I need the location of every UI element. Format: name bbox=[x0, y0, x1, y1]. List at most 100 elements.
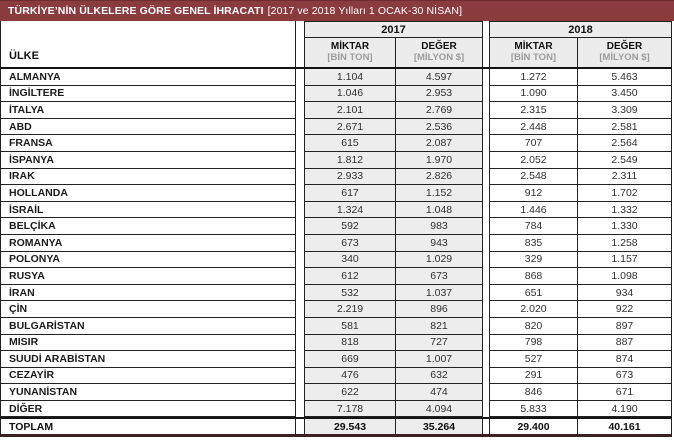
value-2018-miktar: 2.052 bbox=[489, 151, 578, 169]
value-2018-deger: 2.311 bbox=[578, 168, 672, 186]
value-2017-deger: 35.264 bbox=[396, 417, 483, 438]
gutter bbox=[483, 234, 489, 252]
value-2017-miktar: 612 bbox=[304, 268, 396, 285]
country-cell: İTALYA bbox=[0, 102, 296, 119]
value-2017-miktar: 673 bbox=[304, 234, 396, 252]
gutter bbox=[483, 135, 489, 152]
country-cell: İSPANYA bbox=[0, 151, 296, 169]
column-header-2018-deger: DEĞER [MİLYON $] bbox=[578, 38, 672, 69]
value-2017-deger: 2.536 bbox=[396, 118, 483, 136]
gutter bbox=[483, 367, 489, 385]
gutter bbox=[483, 317, 489, 335]
value-2018-deger: 673 bbox=[578, 367, 672, 385]
value-2018-miktar: 1.090 bbox=[489, 85, 578, 103]
column-header-label: DEĞER bbox=[421, 41, 457, 53]
column-header-country: ÜLKE bbox=[0, 21, 296, 69]
gutter bbox=[483, 384, 489, 401]
gutter bbox=[296, 384, 304, 401]
value-2017-miktar: 29.543 bbox=[304, 417, 396, 438]
gutter bbox=[296, 251, 304, 269]
value-2017-deger: 2.087 bbox=[396, 135, 483, 152]
gutter bbox=[296, 367, 304, 385]
gutter bbox=[483, 201, 489, 219]
value-2018-miktar: 707 bbox=[489, 135, 578, 152]
gutter bbox=[296, 301, 304, 318]
gutter bbox=[483, 218, 489, 235]
value-2018-miktar: 291 bbox=[489, 367, 578, 385]
value-2018-miktar: 798 bbox=[489, 334, 578, 352]
country-cell: ROMANYA bbox=[0, 234, 296, 252]
gutter bbox=[296, 284, 304, 302]
value-2017-deger: 2.769 bbox=[396, 102, 483, 119]
value-2017-deger: 821 bbox=[396, 317, 483, 335]
gutter bbox=[483, 118, 489, 136]
value-2018-deger: 2.581 bbox=[578, 118, 672, 136]
value-2018-miktar: 329 bbox=[489, 251, 578, 269]
value-2018-miktar: 1.446 bbox=[489, 201, 578, 219]
column-group-2018: 2018 bbox=[489, 21, 672, 38]
gutter bbox=[483, 268, 489, 285]
column-header-label: MİKTAR bbox=[514, 41, 553, 53]
gutter bbox=[483, 284, 489, 302]
value-2018-miktar: 912 bbox=[489, 185, 578, 202]
value-2018-deger: 1.332 bbox=[578, 201, 672, 219]
value-2017-miktar: 2.933 bbox=[304, 168, 396, 186]
column-header-label: DEĞER bbox=[606, 41, 643, 53]
value-2017-miktar: 476 bbox=[304, 367, 396, 385]
value-2018-deger: 2.549 bbox=[578, 151, 672, 169]
gutter bbox=[296, 351, 304, 368]
column-header-2017-deger: DEĞER [MİLYON $] bbox=[396, 38, 483, 69]
column-group-2017: 2017 bbox=[304, 21, 483, 38]
value-2017-deger: 474 bbox=[396, 384, 483, 401]
value-2017-deger: 2.826 bbox=[396, 168, 483, 186]
country-cell: SUUDİ ARABİSTAN bbox=[0, 351, 296, 368]
gutter bbox=[296, 69, 304, 86]
country-cell: IRAK bbox=[0, 168, 296, 186]
value-2017-miktar: 7.178 bbox=[304, 400, 396, 418]
value-2017-deger: 673 bbox=[396, 268, 483, 285]
value-2017-miktar: 1.324 bbox=[304, 201, 396, 219]
value-2018-deger: 2.564 bbox=[578, 135, 672, 152]
country-cell: BELÇİKA bbox=[0, 218, 296, 235]
value-2018-miktar: 5.833 bbox=[489, 400, 578, 418]
gutter bbox=[483, 417, 489, 438]
gutter bbox=[296, 135, 304, 152]
gutter bbox=[296, 400, 304, 418]
gutter bbox=[296, 118, 304, 136]
gutter bbox=[483, 185, 489, 202]
page-subtitle: [2017 ve 2018 Yılları 1 OCAK-30 NİSAN] bbox=[267, 5, 463, 17]
value-2018-deger: 887 bbox=[578, 334, 672, 352]
value-2018-deger: 1.702 bbox=[578, 185, 672, 202]
value-2018-miktar: 784 bbox=[489, 218, 578, 235]
value-2017-miktar: 2.671 bbox=[304, 118, 396, 136]
gutter bbox=[296, 417, 304, 438]
value-2017-miktar: 2.219 bbox=[304, 301, 396, 318]
value-2017-miktar: 581 bbox=[304, 317, 396, 335]
country-cell: FRANSA bbox=[0, 135, 296, 152]
gutter bbox=[483, 102, 489, 119]
country-cell: İSRAİL bbox=[0, 201, 296, 219]
value-2018-deger: 1.258 bbox=[578, 234, 672, 252]
value-2017-deger: 1.007 bbox=[396, 351, 483, 368]
value-2018-miktar: 2.548 bbox=[489, 168, 578, 186]
gutter bbox=[296, 85, 304, 103]
gutter bbox=[296, 151, 304, 169]
total-label: TOPLAM bbox=[0, 417, 296, 438]
column-header-label: MİKTAR bbox=[330, 41, 370, 53]
value-2018-deger: 897 bbox=[578, 317, 672, 335]
value-2018-miktar: 820 bbox=[489, 317, 578, 335]
value-2018-miktar: 2.020 bbox=[489, 301, 578, 318]
page-title: TÜRKİYE’NİN ÜLKELERE GÖRE GENEL İHRACATI bbox=[8, 5, 264, 17]
value-2017-miktar: 617 bbox=[304, 185, 396, 202]
gutter bbox=[483, 351, 489, 368]
value-2017-deger: 1.970 bbox=[396, 151, 483, 169]
value-2017-deger: 4.597 bbox=[396, 69, 483, 86]
value-2017-deger: 2.953 bbox=[396, 85, 483, 103]
value-2018-deger: 1.330 bbox=[578, 218, 672, 235]
value-2018-miktar: 1.272 bbox=[489, 69, 578, 86]
gutter bbox=[483, 21, 489, 69]
gutter bbox=[483, 251, 489, 269]
value-2018-deger: 922 bbox=[578, 301, 672, 318]
value-2018-deger: 40.161 bbox=[578, 417, 672, 438]
column-header-2018-miktar: MİKTAR [BİN TON] bbox=[489, 38, 578, 69]
